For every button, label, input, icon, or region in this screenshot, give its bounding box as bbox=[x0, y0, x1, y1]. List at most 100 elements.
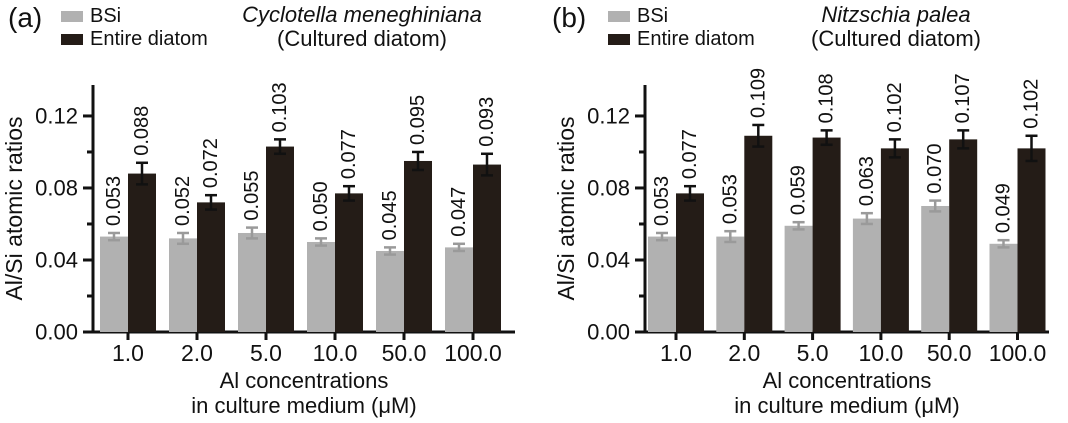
bar-bsi bbox=[716, 236, 745, 332]
y-axis-title: Al/Si atomic ratios bbox=[553, 116, 579, 300]
legend-label-bsi: BSi bbox=[637, 5, 669, 27]
value-label: 0.072 bbox=[200, 138, 222, 188]
bar-bsi bbox=[376, 250, 404, 332]
bar-bsi bbox=[989, 243, 1018, 332]
bar-bsi bbox=[445, 247, 473, 332]
x-tick-label: 50.0 bbox=[927, 340, 972, 366]
value-label: 0.093 bbox=[476, 97, 498, 147]
legend-swatch-bsi bbox=[61, 11, 83, 22]
x-tick-label: 1.0 bbox=[660, 340, 692, 366]
bar-entire-diatom bbox=[676, 193, 704, 332]
y-tick-label: 0.08 bbox=[35, 175, 78, 200]
bar-entire-diatom bbox=[880, 148, 909, 332]
x-axis-title-line: Al concentrations bbox=[220, 368, 389, 393]
value-label: 0.103 bbox=[269, 82, 291, 132]
value-label: 0.047 bbox=[448, 187, 470, 237]
x-tick-label: 5.0 bbox=[797, 340, 829, 366]
legend-label-entire-diatom: Entire diatom bbox=[90, 28, 208, 50]
value-label: 0.095 bbox=[407, 95, 429, 145]
legend-item-entire-diatom: Entire diatom bbox=[608, 28, 755, 51]
legend-b: BSi Entire diatom bbox=[608, 5, 755, 51]
x-tick-label: 10.0 bbox=[859, 340, 904, 366]
bar-entire-diatom bbox=[128, 173, 156, 332]
value-label: 0.102 bbox=[884, 82, 906, 132]
legend-label-bsi: BSi bbox=[90, 5, 122, 27]
value-label: 0.077 bbox=[338, 129, 360, 179]
legend-swatch-entire-diatom bbox=[61, 34, 83, 45]
x-tick-label: 2.0 bbox=[181, 340, 213, 366]
legend-item-bsi: BSi bbox=[608, 5, 755, 28]
panel-a-label: (a) bbox=[8, 2, 43, 33]
value-label: 0.050 bbox=[310, 181, 332, 231]
bar-bsi bbox=[169, 238, 197, 332]
y-tick-label: 0.00 bbox=[35, 320, 78, 345]
chart-title-b: Nitzschia palea (Cultured diatom) bbox=[746, 3, 1046, 51]
value-label: 0.049 bbox=[993, 183, 1015, 233]
y-axis-title: Al/Si atomic ratios bbox=[1, 116, 27, 300]
value-label: 0.088 bbox=[131, 106, 153, 156]
value-label: 0.108 bbox=[816, 73, 838, 123]
bar-entire-diatom bbox=[949, 139, 978, 332]
x-tick-label: 10.0 bbox=[313, 340, 358, 366]
y-tick-label: 0.12 bbox=[35, 103, 78, 128]
bar-bsi bbox=[100, 236, 128, 332]
bar-bsi bbox=[784, 225, 813, 332]
bar-bsi bbox=[921, 205, 950, 332]
bar-bsi bbox=[238, 232, 266, 332]
panel-a: (a) BSi Entire diatom Cyclotella meneghi… bbox=[1, 2, 515, 418]
species-name-b: Nitzschia palea bbox=[821, 2, 971, 27]
value-label: 0.055 bbox=[241, 171, 263, 221]
bar-entire-diatom bbox=[473, 164, 501, 332]
bar-entire-diatom bbox=[266, 146, 294, 332]
x-tick-label: 1.0 bbox=[112, 340, 144, 366]
value-label: 0.077 bbox=[679, 129, 701, 179]
value-label: 0.102 bbox=[1021, 79, 1043, 129]
bar-bsi bbox=[852, 218, 881, 332]
value-label: 0.053 bbox=[719, 174, 741, 224]
bar-entire-diatom bbox=[1017, 148, 1046, 332]
legend-swatch-bsi bbox=[608, 11, 630, 22]
x-tick-label: 2.0 bbox=[728, 340, 760, 366]
x-axis-title-line: in culture medium (μM) bbox=[734, 393, 959, 418]
x-tick-label: 100.0 bbox=[989, 340, 1047, 366]
bar-entire-diatom bbox=[197, 202, 225, 332]
x-tick-label: 5.0 bbox=[250, 340, 282, 366]
y-tick-label: 0.04 bbox=[35, 247, 78, 272]
x-axis-title-line: Al concentrations bbox=[763, 368, 932, 393]
legend-item-bsi: BSi bbox=[61, 5, 208, 28]
x-tick-label: 50.0 bbox=[382, 340, 427, 366]
value-label: 0.053 bbox=[103, 176, 125, 226]
value-label: 0.059 bbox=[788, 165, 810, 215]
plot-area-a: 0.00 0.04 0.08 0.12 Al/Si atomic ratios 1.0 0.… bbox=[1, 82, 515, 418]
value-label: 0.045 bbox=[379, 190, 401, 240]
value-label: 0.063 bbox=[856, 156, 878, 206]
bar-entire-diatom bbox=[812, 137, 841, 332]
bar-entire-diatom bbox=[744, 135, 773, 332]
chart-title-a: Cyclotella meneghiniana (Cultured diatom… bbox=[212, 3, 512, 51]
panel-b-label: (b) bbox=[552, 2, 587, 33]
y-tick-label: 0.12 bbox=[587, 103, 630, 128]
value-label: 0.052 bbox=[172, 176, 194, 226]
title-note-a: (Cultured diatom) bbox=[277, 26, 447, 51]
x-tick-label: 100.0 bbox=[444, 340, 502, 366]
title-note-b: (Cultured diatom) bbox=[811, 26, 981, 51]
legend-a: BSi Entire diatom bbox=[61, 5, 208, 51]
plot-area-b: 0.00 0.04 0.08 0.12 Al/Si atomic ratios 1.0 0.… bbox=[553, 68, 1049, 418]
value-label: 0.107 bbox=[952, 73, 974, 123]
bar-entire-diatom bbox=[335, 193, 363, 332]
panel-b: (b) BSi Entire diatom Nitzschia palea (C… bbox=[534, 0, 1068, 423]
legend-label-entire-diatom: Entire diatom bbox=[637, 28, 755, 50]
x-axis-title-line: in culture medium (μM) bbox=[191, 393, 416, 418]
value-label: 0.109 bbox=[747, 68, 769, 118]
legend-swatch-entire-diatom bbox=[608, 34, 630, 45]
y-tick-label: 0.00 bbox=[587, 320, 630, 345]
species-name-a: Cyclotella meneghiniana bbox=[242, 2, 482, 27]
bar-bsi bbox=[307, 241, 335, 332]
value-label: 0.053 bbox=[651, 176, 673, 226]
bar-entire-diatom bbox=[404, 160, 432, 332]
y-tick-label: 0.08 bbox=[587, 175, 630, 200]
bar-bsi bbox=[648, 236, 676, 332]
value-label: 0.070 bbox=[924, 144, 946, 194]
legend-item-entire-diatom: Entire diatom bbox=[61, 28, 208, 51]
